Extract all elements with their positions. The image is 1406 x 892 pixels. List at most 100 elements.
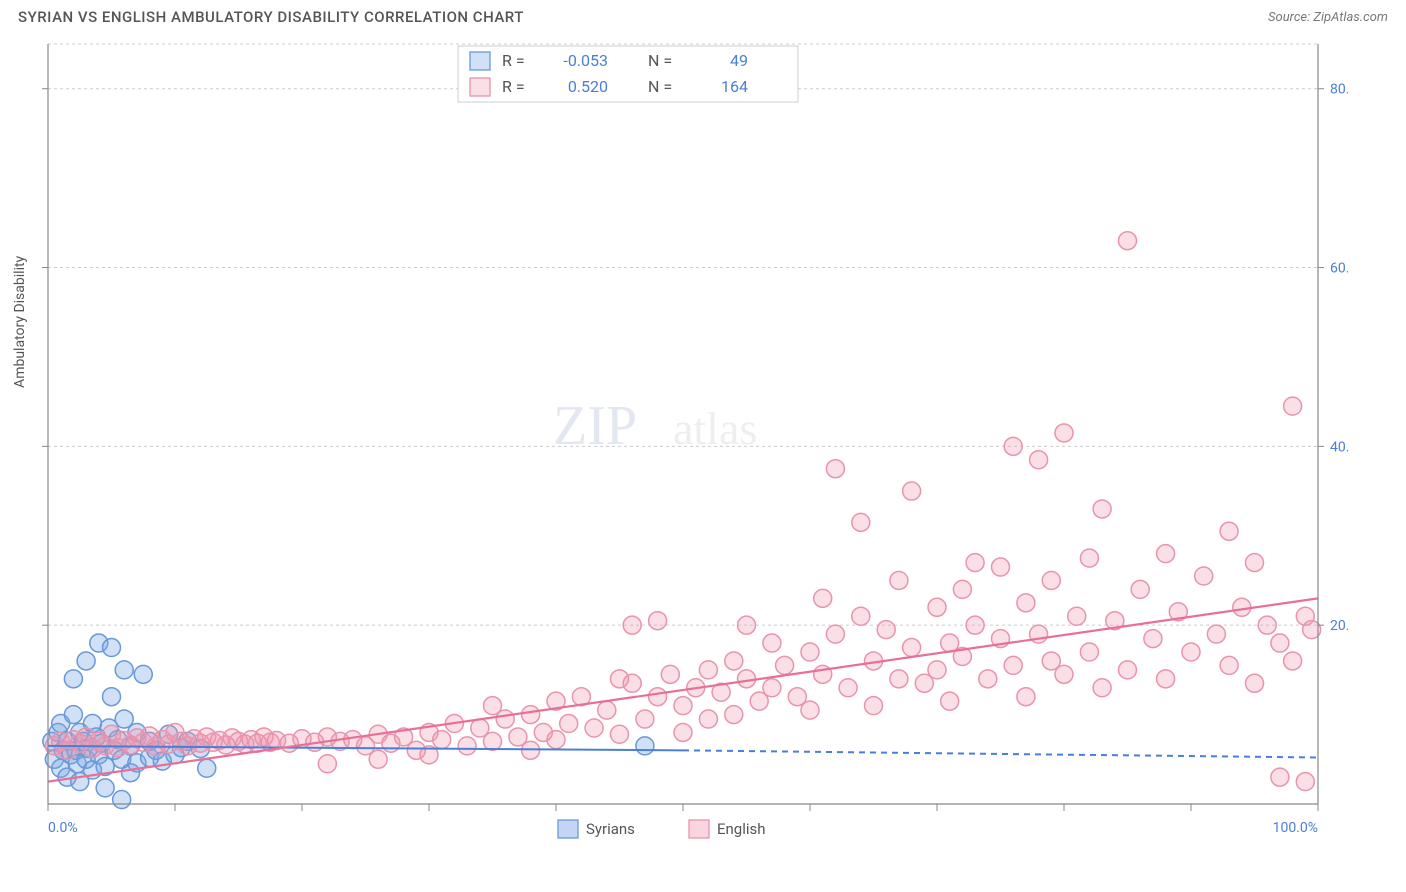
data-point [801,643,819,661]
data-point [484,732,502,750]
data-point [103,639,121,657]
legend-swatch [558,820,578,838]
stats-n-value: 49 [730,51,748,70]
data-point [547,731,565,749]
data-point [64,706,82,724]
data-point [776,656,794,674]
data-point [738,616,756,634]
data-point [1271,634,1289,652]
data-point [369,750,387,768]
data-point [763,634,781,652]
data-point [115,661,133,679]
data-point [953,580,971,598]
watermark: ZIP [553,395,637,457]
data-point [903,482,921,500]
stats-label: N = [648,51,672,70]
y-tick-label: 80.0% [1330,82,1348,98]
data-point [1271,768,1289,786]
stats-r-value: 0.520 [568,77,608,96]
data-point [1144,630,1162,648]
legend-label: Syrians [586,820,635,838]
data-point [1220,522,1238,540]
data-point [725,652,743,670]
data-point [826,625,844,643]
data-point [1055,665,1073,683]
data-point [1055,424,1073,442]
data-point [674,723,692,741]
data-point [649,612,667,630]
data-point [623,674,641,692]
data-point [1068,607,1086,625]
y-tick-label: 20.0% [1330,618,1348,634]
data-point [1030,451,1048,469]
data-point [1195,567,1213,585]
data-point [699,710,717,728]
data-point [877,621,895,639]
data-point [64,670,82,688]
data-point [113,791,131,809]
watermark: atlas [673,403,757,454]
data-point [1131,580,1149,598]
stats-r-value: -0.053 [563,51,608,70]
data-point [496,710,514,728]
data-point [826,460,844,478]
data-point [1017,594,1035,612]
y-tick-label: 40.0% [1330,439,1348,455]
data-point [992,558,1010,576]
data-point [928,598,946,616]
data-point [1080,549,1098,567]
data-point [522,706,540,724]
data-point [966,554,984,572]
data-point [1246,674,1264,692]
y-tick-label: 60.0% [1330,261,1348,277]
data-point [134,665,152,683]
stats-label: R = [502,51,525,70]
data-point [1182,643,1200,661]
scatter-chart: ZIPatlas0.0%100.0%20.0%40.0%60.0%80.0%R … [18,34,1348,874]
data-point [103,688,121,706]
data-point [1093,679,1111,697]
data-point [433,731,451,749]
data-point [585,719,603,737]
data-point [1004,656,1022,674]
data-point [1042,571,1060,589]
data-point [1284,652,1302,670]
data-point [852,513,870,531]
stats-label: N = [648,77,672,96]
data-point [1004,437,1022,455]
data-point [522,741,540,759]
data-point [661,665,679,683]
data-point [1119,661,1137,679]
data-point [941,692,959,710]
trend-line-dash [683,750,1318,757]
data-point [1080,643,1098,661]
source-label: Source: ZipAtlas.com [1268,10,1388,25]
data-point [1119,232,1137,250]
stats-n-value: 164 [721,77,748,96]
data-point [1284,397,1302,415]
data-point [636,710,654,728]
data-point [77,652,95,670]
legend-swatch [470,52,490,70]
data-point [852,607,870,625]
x-tick-label: 0.0% [48,820,78,836]
data-point [1157,545,1175,563]
data-point [1246,554,1264,572]
legend-swatch [689,820,709,838]
data-point [763,679,781,697]
data-point [903,639,921,657]
legend-swatch [470,78,490,96]
data-point [928,661,946,679]
data-point [96,779,114,797]
data-point [598,701,616,719]
data-point [699,661,717,679]
data-point [560,715,578,733]
data-point [674,697,692,715]
data-point [1157,670,1175,688]
data-point [966,616,984,634]
data-point [801,701,819,719]
data-point [814,589,832,607]
data-point [623,616,641,634]
data-point [636,737,654,755]
data-point [865,697,883,715]
